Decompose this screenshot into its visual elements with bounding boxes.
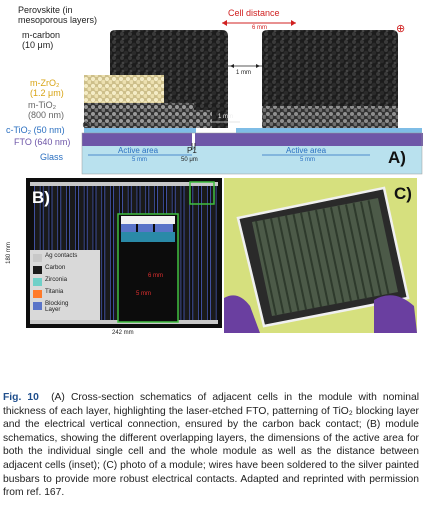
photo-stripe	[262, 219, 285, 314]
glass-layer	[82, 146, 422, 174]
panel-a-letter: A)	[388, 148, 406, 167]
cell-distance-label: Cell distance	[228, 8, 280, 18]
p1-label: P1	[187, 146, 197, 155]
photo-stripe	[352, 202, 375, 298]
photo-stripe	[292, 213, 315, 309]
panel-c-letter: C)	[394, 184, 412, 203]
module-photo	[224, 178, 417, 333]
photo-stripe	[337, 205, 360, 301]
fto-layer-left	[82, 133, 192, 146]
photo-stripe	[270, 218, 292, 313]
photo-stripes	[255, 200, 390, 316]
ctio2-layer-right	[236, 128, 422, 133]
figure-caption: Fig. 10 (A) Cross-section schematics of …	[3, 391, 419, 500]
inset-blue-1	[121, 224, 136, 232]
width-label: 242 mm	[112, 330, 134, 336]
legend-swatch	[33, 302, 42, 310]
panel-a-cross-section: Perovskite (in mesoporous layers) m-carb…	[0, 0, 423, 176]
panel-b-module-schematic: B) 6 mm 5 mm Ag contacts Carbon Zirconia Ti…	[26, 178, 222, 328]
active-area-2-value: 5 mm	[300, 157, 315, 163]
photo-stripe	[277, 216, 300, 312]
glove-right	[374, 295, 417, 333]
inset-white	[121, 216, 175, 224]
fto-label: FTO (640 nm)	[14, 137, 71, 147]
carbon-stripe	[193, 186, 199, 320]
panel-a-frame	[81, 132, 423, 175]
carbon-stripe	[184, 186, 190, 320]
cell-distance-value: 6 mm	[252, 25, 267, 31]
legend-swatch	[33, 254, 42, 262]
legend-label: Titania	[45, 288, 64, 295]
plus-symbol: ⊕	[396, 23, 406, 35]
cell2-tio2	[262, 106, 398, 128]
inset-zoom-box	[189, 181, 215, 205]
photo-stripe	[307, 211, 330, 306]
legend: Ag contacts Carbon Zirconia Titania Blocking…	[30, 250, 100, 320]
legend-swatch	[33, 266, 42, 274]
inset-blue-2	[138, 224, 153, 232]
cell2-carbon	[262, 30, 398, 128]
carbon-label: m-carbon (10 μm)	[22, 30, 61, 50]
active-area-1-value: 5 mm	[132, 157, 147, 163]
carbon-stripe	[210, 186, 216, 320]
legend-label: Zirconia	[45, 276, 68, 283]
photo-stripe	[322, 208, 345, 303]
photo-stripe	[345, 204, 367, 299]
tio2-label: m-TiO₂ (800 nm)	[28, 100, 65, 120]
ctio2-layer-left	[84, 128, 196, 133]
photo-stripe	[360, 201, 382, 296]
inset-dim-2: 5 mm	[136, 291, 151, 297]
minus-symbol: ⊖	[82, 120, 91, 131]
inset-blue-3	[155, 224, 173, 232]
zro2-label: m-ZrO₂ (1.2 μm)	[30, 78, 64, 98]
ctio2-label: c-TiO₂ (50 nm)	[6, 125, 65, 135]
panel-b-letter: B)	[32, 188, 50, 207]
cell1-zro2-front	[84, 75, 164, 103]
photo-stripe	[285, 215, 307, 310]
glass-label: Glass	[40, 152, 64, 162]
inset-teal	[121, 232, 175, 242]
photo-stripe	[330, 207, 352, 302]
legend-swatch	[33, 278, 42, 286]
figure-number: Fig. 10	[3, 392, 39, 403]
ag-contact-top	[30, 182, 218, 186]
active-area-2-label: Active area	[286, 146, 327, 155]
carbon-stripe	[202, 186, 207, 320]
carbon-stripe	[114, 186, 119, 320]
active-area-1-label: Active area	[118, 146, 159, 155]
panel-c-module-photo: C)	[224, 178, 417, 333]
photo-stripe	[255, 220, 277, 316]
gap-value: 1 mm	[236, 70, 251, 76]
perovskite-label: Perovskite (in mesoporous layers)	[18, 5, 98, 25]
caption-text: (A) Cross-section schematics of adjacent…	[3, 392, 419, 499]
legend-swatch	[33, 290, 42, 298]
photo-stripe	[315, 209, 337, 305]
fto-layer-right	[195, 133, 423, 146]
height-label: 180 mm	[5, 242, 12, 264]
legend-label: Blocking Layer	[45, 300, 69, 314]
photo-stripe	[300, 212, 322, 307]
legend-label: Carbon	[45, 264, 66, 271]
p1-value: 50 μm	[181, 157, 198, 163]
carbon-stripe	[105, 186, 111, 320]
cross-section-diagram	[81, 20, 423, 175]
glove-left	[224, 295, 260, 333]
inset-dim-1: 6 mm	[148, 273, 163, 279]
legend-label: Ag contacts	[45, 252, 78, 259]
photo-stripe	[367, 200, 390, 295]
inner-gap-value: 1 mm	[218, 114, 233, 120]
cell1-tio2-front	[84, 103, 194, 128]
